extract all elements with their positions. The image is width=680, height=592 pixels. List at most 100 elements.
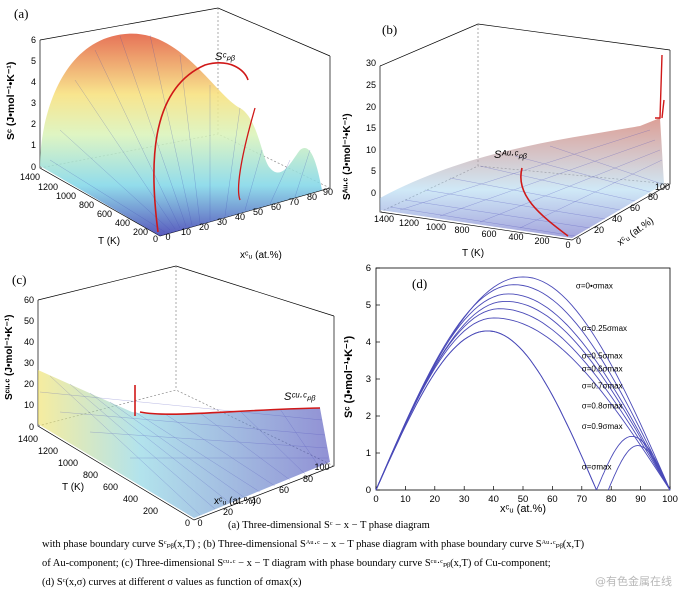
svg-text:0: 0 <box>576 236 581 246</box>
panel-d-curves <box>375 276 671 491</box>
svg-text:80: 80 <box>303 474 313 484</box>
svg-text:100: 100 <box>314 462 329 472</box>
y-tick-label: 3 <box>366 374 371 385</box>
svg-text:20: 20 <box>594 225 604 235</box>
svg-text:60: 60 <box>271 202 281 212</box>
svg-text:800: 800 <box>454 225 469 235</box>
x-tick-label: 80 <box>606 494 617 505</box>
svg-text:4: 4 <box>31 77 36 87</box>
series-line-branch <box>596 435 671 491</box>
svg-text:1000: 1000 <box>426 222 446 232</box>
x-tick-label: 10 <box>400 494 411 505</box>
svg-text:2: 2 <box>31 119 36 129</box>
panel-d-ticks: 0 10 20 30 40 50 60 70 80 90 100 0 1 2 3 4 5 6 <box>366 263 678 505</box>
y-tick-label: 4 <box>366 337 371 348</box>
svg-text:20: 20 <box>24 379 34 389</box>
panel-c-zlabel: Sᶜᵘ·ᶜ (J•mol⁻¹•K⁻¹) <box>4 315 15 401</box>
svg-text:6: 6 <box>31 35 36 45</box>
svg-text:15: 15 <box>366 123 376 133</box>
svg-text:50: 50 <box>253 207 263 217</box>
svg-text:10: 10 <box>24 400 34 410</box>
panel-b-surface <box>380 118 664 238</box>
panel-a-curve-label: Sᶜₚᵦ <box>215 51 235 63</box>
svg-text:30: 30 <box>366 58 376 68</box>
panel-a <box>39 7 331 237</box>
svg-text:0: 0 <box>371 188 376 198</box>
panel-b-curve-label: Sᴬᵘ·ᶜₚᵦ <box>494 149 527 161</box>
svg-text:0: 0 <box>153 234 158 244</box>
svg-text:50: 50 <box>24 316 34 326</box>
panel-a-xlabel: xᶜᵤ (at.%) <box>240 250 282 261</box>
caption-line-1: (a) Three-dimensional Sᶜ − x − T phase d… <box>228 520 430 531</box>
svg-text:1: 1 <box>31 140 36 150</box>
svg-text:600: 600 <box>481 229 496 239</box>
svg-text:40: 40 <box>251 496 261 506</box>
caption-line-3: of Au-component; (c) Three-dimensional S… <box>42 558 551 569</box>
svg-text:10: 10 <box>181 227 191 237</box>
svg-text:40: 40 <box>235 212 245 222</box>
svg-text:1400: 1400 <box>18 434 38 444</box>
caption-line-4: (d) Sᶜ(x,σ) curves at different σ values… <box>42 577 302 588</box>
figure-caption: (a) Three-dimensional Sᶜ − x − T phase d… <box>0 516 680 592</box>
svg-text:90: 90 <box>323 187 333 197</box>
panel-b-ylabel: T (K) <box>462 248 484 259</box>
svg-text:60: 60 <box>24 295 34 305</box>
svg-text:400: 400 <box>508 232 523 242</box>
panel-d-annotations: σ=0•σmax σ=0.25σmax σ=0.5σmax σ=0.6σmax σ=0.… <box>576 281 627 471</box>
panel-c-x-ticks: 0 20 40 60 80 100 <box>197 462 329 528</box>
panel-c-ylabel: T (K) <box>62 482 84 493</box>
series-annotation: σ=0.7σmax <box>582 381 623 390</box>
watermark: @有色金属在线 <box>595 575 672 588</box>
panel-c-t-ticks: 1400 1200 1000 800 600 400 200 0 <box>18 434 190 528</box>
panel-b-x-ticks: 0 20 40 60 80 100 <box>576 182 670 246</box>
svg-text:200: 200 <box>133 227 148 237</box>
svg-text:10: 10 <box>366 145 376 155</box>
panel-c-boundary-curve <box>139 407 321 415</box>
svg-text:80: 80 <box>648 192 658 202</box>
y-tick-label: 5 <box>366 300 371 311</box>
svg-text:30: 30 <box>24 358 34 368</box>
svg-text:0: 0 <box>197 518 202 528</box>
svg-text:20: 20 <box>366 102 376 112</box>
panel-a-surface <box>40 33 322 236</box>
svg-text:3: 3 <box>31 98 36 108</box>
svg-text:0: 0 <box>185 518 190 528</box>
svg-text:80: 80 <box>307 192 317 202</box>
x-tick-label: 90 <box>635 494 646 505</box>
svg-text:60: 60 <box>279 485 289 495</box>
series-line-branch <box>607 445 671 491</box>
svg-text:1200: 1200 <box>38 446 58 456</box>
x-tick-label: 0 <box>373 494 378 505</box>
svg-text:20: 20 <box>199 222 209 232</box>
svg-text:5: 5 <box>31 56 36 66</box>
panel-c-label: (c) <box>12 272 26 287</box>
svg-text:0: 0 <box>29 422 34 432</box>
svg-text:400: 400 <box>123 494 138 504</box>
svg-text:20: 20 <box>223 507 233 517</box>
panel-b-boundary-curve <box>520 167 569 237</box>
panel-c-mesh <box>39 375 328 516</box>
panel-b-label: (b) <box>382 22 397 37</box>
panel-a-label: (a) <box>14 6 28 21</box>
panel-a-ylabel: T (K) <box>98 236 120 247</box>
series-annotation: σ=0.25σmax <box>582 324 627 333</box>
x-tick-label: 100 <box>662 494 678 505</box>
svg-text:60: 60 <box>630 203 640 213</box>
svg-text:1200: 1200 <box>399 218 419 228</box>
panel-d-frame <box>375 267 671 491</box>
y-tick-label: 2 <box>366 411 371 422</box>
panel-a-t-ticks: 1400 1200 1000 800 600 400 200 0 <box>20 172 158 244</box>
svg-text:40: 40 <box>24 337 34 347</box>
x-tick-label: 40 <box>488 494 499 505</box>
panel-c-z-ticks: 0 10 20 30 40 50 60 <box>24 295 34 432</box>
panel-b-t-ticks: 1400 1200 1000 800 600 400 200 0 <box>374 214 571 250</box>
x-tick-label: 20 <box>430 494 441 505</box>
svg-text:30: 30 <box>217 217 227 227</box>
panel-c-surface <box>38 370 330 518</box>
panel-a-z-ticks: 0 1 2 3 4 5 6 <box>31 35 36 172</box>
y-tick-label: 0 <box>366 485 371 496</box>
svg-text:70: 70 <box>289 197 299 207</box>
panel-a-zlabel: Sᶜ (J•mol⁻¹•K⁻¹) <box>5 62 17 140</box>
y-tick-label: 6 <box>366 263 371 274</box>
caption-line-2: with phase boundary curve Sᶜₚᵦ(x,T) ; (b… <box>42 539 585 550</box>
